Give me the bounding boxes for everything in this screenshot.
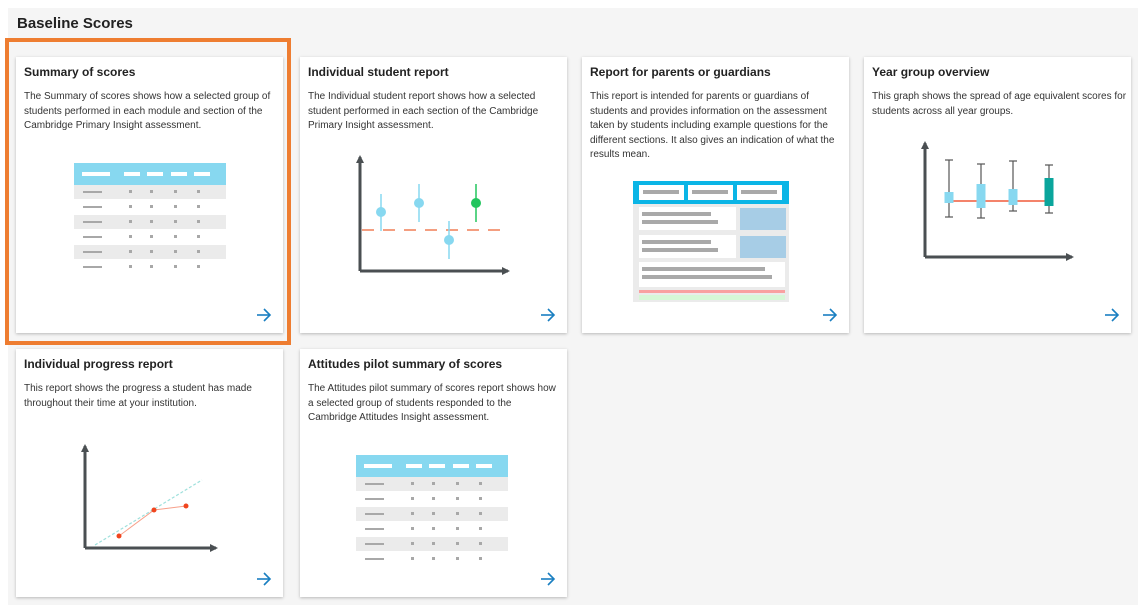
selected-card-highlight	[5, 38, 291, 345]
document-illustration	[633, 181, 838, 322]
box-plot	[1044, 164, 1054, 214]
error-bar-chart-illustration	[356, 155, 556, 322]
card-description: This report shows the progress a student…	[24, 383, 252, 409]
box-plot	[1008, 160, 1018, 212]
card-title: Report for parents or guardians	[590, 65, 771, 79]
data-point	[444, 221, 454, 259]
card-year-group-overview[interactable]: Year group overview This graph shows the…	[864, 57, 1131, 333]
card-individual-student-report[interactable]: Individual student report The Individual…	[300, 57, 567, 333]
progress-point	[116, 533, 122, 539]
page-title: Baseline Scores	[17, 15, 133, 32]
data-point	[414, 184, 424, 222]
box-plot	[976, 163, 986, 219]
progress-point	[151, 507, 157, 513]
card-title: Individual progress report	[24, 357, 173, 371]
axes	[81, 444, 218, 552]
table-illustration	[74, 163, 272, 322]
table-illustration	[356, 455, 556, 586]
card-description: The Summary of scores shows how a select…	[24, 91, 271, 131]
card-attitudes-pilot-summary[interactable]: Attitudes pilot summary of scores The At…	[300, 349, 567, 597]
progress-chart-illustration	[81, 444, 272, 586]
axes	[356, 155, 510, 275]
arrow-right-icon[interactable]	[541, 572, 556, 586]
box-plot-illustration	[921, 141, 1120, 322]
arrow-right-icon[interactable]	[823, 308, 838, 322]
card-description: The Individual student report shows how …	[308, 91, 539, 131]
card-title: Year group overview	[872, 65, 990, 79]
arrow-right-icon[interactable]	[257, 572, 272, 586]
card-title: Summary of scores	[24, 65, 136, 79]
arrow-right-icon[interactable]	[1105, 308, 1120, 322]
card-title: Individual student report	[308, 65, 449, 79]
arrow-right-icon[interactable]	[257, 308, 272, 322]
box-plot	[944, 159, 954, 218]
card-report-for-parents[interactable]: Report for parents or guardians This rep…	[582, 57, 849, 333]
axes	[921, 141, 1074, 261]
card-description: This report is intended for parents or g…	[590, 91, 835, 160]
card-individual-progress-report[interactable]: Individual progress report This report s…	[16, 349, 283, 597]
card-description: The Attitudes pilot summary of scores re…	[308, 383, 556, 423]
arrow-right-icon[interactable]	[541, 308, 556, 322]
progress-point	[183, 503, 189, 509]
card-title: Attitudes pilot summary of scores	[308, 357, 503, 371]
data-point	[471, 184, 481, 222]
document-graphic	[633, 181, 789, 302]
card-summary-of-scores[interactable]: Summary of scores The Summary of scores …	[16, 57, 283, 333]
data-point	[376, 194, 386, 231]
card-description: This graph shows the spread of age equiv…	[872, 91, 1127, 117]
table-graphic	[74, 163, 226, 268]
table-graphic	[356, 455, 508, 560]
